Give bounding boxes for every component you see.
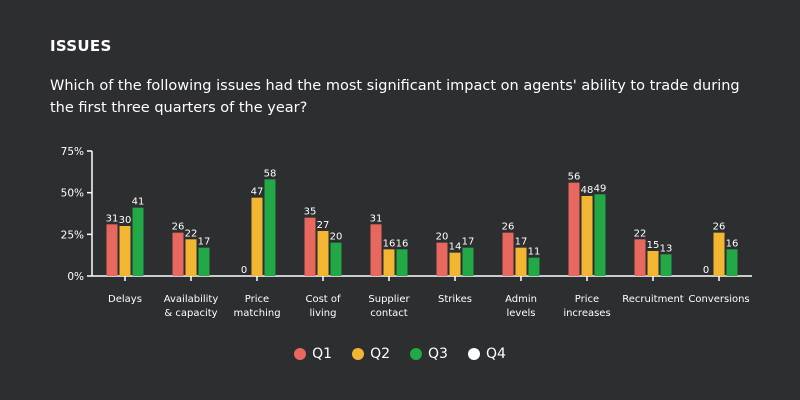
bar-value-label: 0 <box>703 265 709 276</box>
bar-value-label: 31 <box>106 213 119 224</box>
bar-q1 <box>568 182 580 276</box>
bar-value-label: 22 <box>185 228 198 239</box>
bar-value-label: 31 <box>370 213 383 224</box>
legend-item-q4: Q4 <box>467 346 506 362</box>
bar-value-label: 0 <box>241 265 247 276</box>
legend-item-q1: Q1 <box>294 346 332 362</box>
bar-value-label: 41 <box>132 197 145 208</box>
legend: Q1 Q2 Q3 Q4 <box>0 346 800 362</box>
x-tick-label: Strikes <box>438 294 472 305</box>
bar-value-label: 27 <box>317 220 330 231</box>
bar-value-label: 47 <box>251 187 264 198</box>
bar-value-label: 26 <box>713 222 726 233</box>
bar-q3 <box>396 249 408 276</box>
bar-value-label: 20 <box>436 232 449 243</box>
bar-q3 <box>330 242 342 276</box>
bar-q1 <box>172 232 184 276</box>
bar-q3 <box>462 247 474 276</box>
bar-q2 <box>251 197 263 276</box>
bar-value-label: 17 <box>515 237 528 248</box>
bar-q1 <box>634 239 646 276</box>
legend-item-q2: Q2 <box>352 346 390 362</box>
bar-q2 <box>449 252 461 276</box>
bar-value-label: 16 <box>383 238 396 249</box>
bar-q1 <box>106 224 118 276</box>
bar-q3 <box>264 179 276 276</box>
x-tick-label: matching <box>233 308 280 319</box>
bar-q2 <box>581 196 593 276</box>
y-tick-label: 25% <box>61 229 84 241</box>
bar-value-label: 30 <box>119 215 132 226</box>
x-tick-label: living <box>310 308 337 319</box>
bar-q2 <box>515 247 527 276</box>
bar-q1 <box>502 232 514 276</box>
x-tick-label: Price <box>575 294 599 305</box>
bar-value-label: 15 <box>647 240 660 251</box>
legend-swatch-q2 <box>352 348 365 360</box>
bar-value-label: 14 <box>449 242 462 253</box>
x-tick-label: Admin <box>505 294 537 305</box>
legend-label-q4: Q4 <box>485 346 506 362</box>
bar-value-label: 16 <box>726 238 739 249</box>
bar-q3 <box>660 254 672 276</box>
x-tick-label: Conversions <box>688 294 749 305</box>
bar-value-label: 13 <box>660 243 673 254</box>
x-tick-label: increases <box>563 308 610 319</box>
bar-value-label: 58 <box>264 168 277 179</box>
bar-value-label: 17 <box>198 237 211 248</box>
chart-heading: ISSUES <box>50 37 112 55</box>
x-tick-label: Price <box>245 294 269 305</box>
x-tick-label: Delays <box>108 294 142 305</box>
x-tick-label: levels <box>507 308 536 319</box>
bar-q3 <box>528 257 540 276</box>
x-tick-label: & capacity <box>164 308 217 319</box>
bar-q2 <box>647 251 659 276</box>
bar-q2 <box>119 226 131 276</box>
bar-q3 <box>132 207 144 276</box>
bar-q3 <box>594 194 606 276</box>
y-tick-label: 75% <box>61 146 84 158</box>
bar-q2 <box>317 231 329 276</box>
bar-q1 <box>370 224 382 276</box>
bar-value-label: 49 <box>594 183 607 194</box>
bar-q1 <box>304 217 316 276</box>
bar-value-label: 20 <box>330 232 343 243</box>
legend-label-q2: Q2 <box>370 346 390 362</box>
bar-q2 <box>185 239 197 276</box>
bar-value-label: 48 <box>581 185 594 196</box>
legend-swatch-q3 <box>410 348 422 360</box>
bar-value-label: 11 <box>528 247 541 258</box>
legend-item-q3: Q3 <box>410 346 448 362</box>
legend-swatch-q4 <box>467 348 480 360</box>
legend-label-q1: Q1 <box>312 346 333 362</box>
bar-value-label: 56 <box>568 172 581 183</box>
bar-q2 <box>383 249 395 276</box>
legend-swatch-q1 <box>294 348 307 360</box>
bar-value-label: 17 <box>462 237 475 248</box>
bar-q2 <box>713 232 725 276</box>
x-tick-label: Supplier <box>368 294 410 305</box>
bar-q3 <box>198 247 210 276</box>
x-tick-label: contact <box>370 308 408 319</box>
bar-value-label: 22 <box>634 228 647 239</box>
bar-value-label: 26 <box>502 222 515 233</box>
bar-value-label: 35 <box>304 207 317 218</box>
legend-label-q3: Q3 <box>428 346 448 362</box>
bar-q1 <box>436 242 448 276</box>
x-tick-label: Cost of <box>305 294 341 305</box>
x-tick-label: Recruitment <box>622 294 684 305</box>
bar-value-label: 26 <box>172 222 185 233</box>
bar-value-label: 16 <box>396 238 409 249</box>
chart-question: Which of the following issues had the mo… <box>50 78 740 116</box>
x-tick-label: Availability <box>164 294 219 305</box>
y-tick-label: 50% <box>61 188 84 200</box>
bar-q3 <box>726 249 738 276</box>
y-tick-label: 0% <box>67 271 84 283</box>
